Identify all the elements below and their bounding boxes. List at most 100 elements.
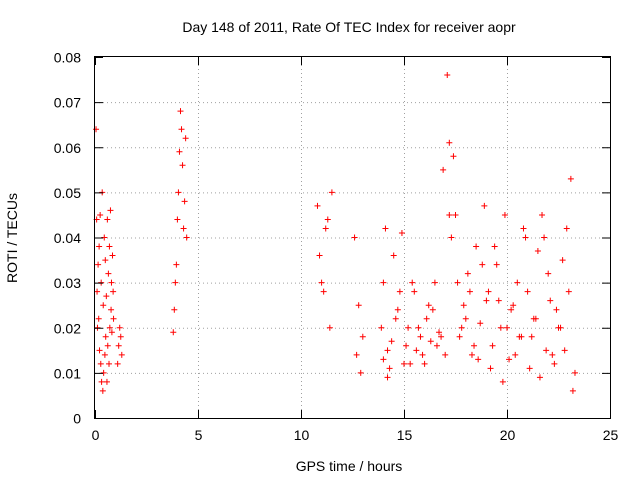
data-point [487,365,494,372]
data-point [97,360,104,367]
data-point [536,374,543,381]
data-point [423,315,430,322]
data-point [107,207,114,214]
data-point [178,126,185,133]
data-point [563,225,570,232]
y-tick-label: 0.03 [54,275,81,291]
data-point [314,202,321,209]
data-point [526,365,533,372]
data-point [421,360,428,367]
data-point [567,175,574,182]
data-point [485,288,492,295]
data-point [94,288,101,295]
data-point [504,324,510,331]
data-point [170,329,177,336]
data-point [380,356,387,363]
chart-title: Day 148 of 2011, Rate Of TEC Index for r… [182,19,516,35]
data-point [396,288,403,295]
data-point [104,216,111,223]
data-point [183,234,190,241]
data-point [115,342,122,349]
data-point [471,342,478,349]
data-point [466,288,473,295]
data-point [378,324,385,331]
data-point [524,288,531,295]
data-point [543,347,550,354]
data-point [98,378,105,385]
data-point [320,288,327,295]
data-point [116,324,123,331]
data-point [514,279,521,286]
data-point [95,261,102,268]
data-point [561,347,568,354]
y-tick-label: 0 [73,411,81,427]
data-point [353,351,360,358]
data-point [182,135,189,142]
data-point [477,320,484,327]
data-point [429,306,436,313]
data-point [532,315,539,322]
data-point [95,315,102,322]
data-point [394,306,401,313]
data-point [512,351,519,358]
y-tick-label: 0.01 [54,365,81,381]
data-point [440,166,447,173]
y-tick-label: 0.05 [54,185,81,201]
y-tick-label: 0.06 [54,140,81,156]
data-point [551,360,558,367]
data-point [326,324,333,331]
x-axis-title: GPS time / hours [296,458,403,474]
data-point [105,270,112,277]
x-tick-label: 0 [92,427,100,443]
data-point [454,279,461,286]
data-point [93,126,100,133]
data-point [322,225,329,232]
data-point [438,333,445,340]
x-tick-label: 5 [195,427,203,443]
data-point [175,189,182,196]
plot-frame [94,56,611,419]
axis-ticks [95,57,611,419]
data-point [464,270,471,277]
data-point [516,333,523,340]
data-point [569,387,576,394]
data-point [380,279,387,286]
data-point [446,211,453,218]
data-point [103,293,110,300]
data-point [427,338,434,345]
data-point [541,234,548,241]
data-point [388,338,395,345]
data-point [108,329,115,336]
data-point [520,225,527,232]
data-point [318,279,325,286]
data-point [444,72,451,79]
data-point [117,333,124,340]
x-tick-label: 15 [397,427,413,443]
data-point [118,351,125,358]
data-point [491,243,498,250]
data-point [417,333,424,340]
data-point [452,211,459,218]
data-point [174,216,181,223]
data-point [351,234,358,241]
y-tick-label: 0.08 [54,50,81,66]
data-point [355,302,362,309]
data-point [172,279,179,286]
data-point [549,351,556,358]
data-point [97,211,104,218]
data-point [102,257,109,264]
data-point [522,234,529,241]
data-point [390,252,397,259]
data-point [481,202,488,209]
data-point [473,243,480,250]
data-point [456,333,463,340]
data-point [479,261,486,268]
data-point [506,356,513,363]
data-point [179,162,186,169]
data-point [489,342,496,349]
x-tick-labels: 0 5 10 15 20 25 [92,427,619,443]
data-point [415,324,422,331]
data-point [508,306,515,313]
data-point [384,374,391,381]
